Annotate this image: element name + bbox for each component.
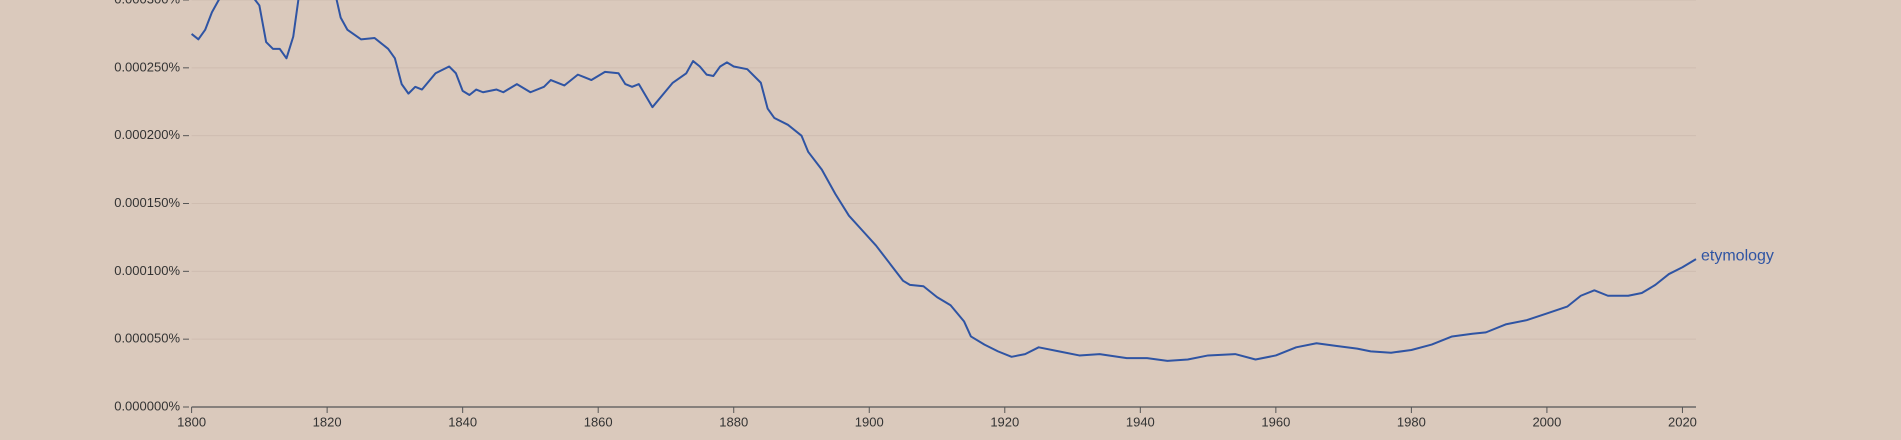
x-tick-label: 2000: [1532, 414, 1561, 429]
x-tick-label: 1980: [1397, 414, 1426, 429]
x-tick-label: 1920: [990, 414, 1019, 429]
y-tick-label: 0.000200%: [114, 127, 180, 142]
x-tick-label: 1860: [584, 414, 613, 429]
series-line: [190, 0, 1697, 362]
y-tick-label: 0.000000%: [114, 398, 180, 413]
x-tick-label: 1940: [1126, 414, 1155, 429]
y-tick-label: 0.000050%: [114, 331, 180, 346]
x-tick-label: 1960: [1261, 414, 1290, 429]
y-tick-label: 0.000300%: [114, 0, 180, 6]
y-tick-label: 0.000150%: [114, 195, 180, 210]
x-tick-label: 1800: [177, 414, 206, 429]
x-tick-label: 1820: [313, 414, 342, 429]
x-tick-label: 1900: [855, 414, 884, 429]
series-label: etymology: [1701, 247, 1774, 264]
x-tick-label: 1840: [448, 414, 477, 429]
y-tick-label: 0.000100%: [114, 263, 180, 278]
y-tick-label: 0.000250%: [114, 59, 180, 74]
x-tick-label: 2020: [1668, 414, 1697, 429]
x-tick-label: 1880: [719, 414, 748, 429]
